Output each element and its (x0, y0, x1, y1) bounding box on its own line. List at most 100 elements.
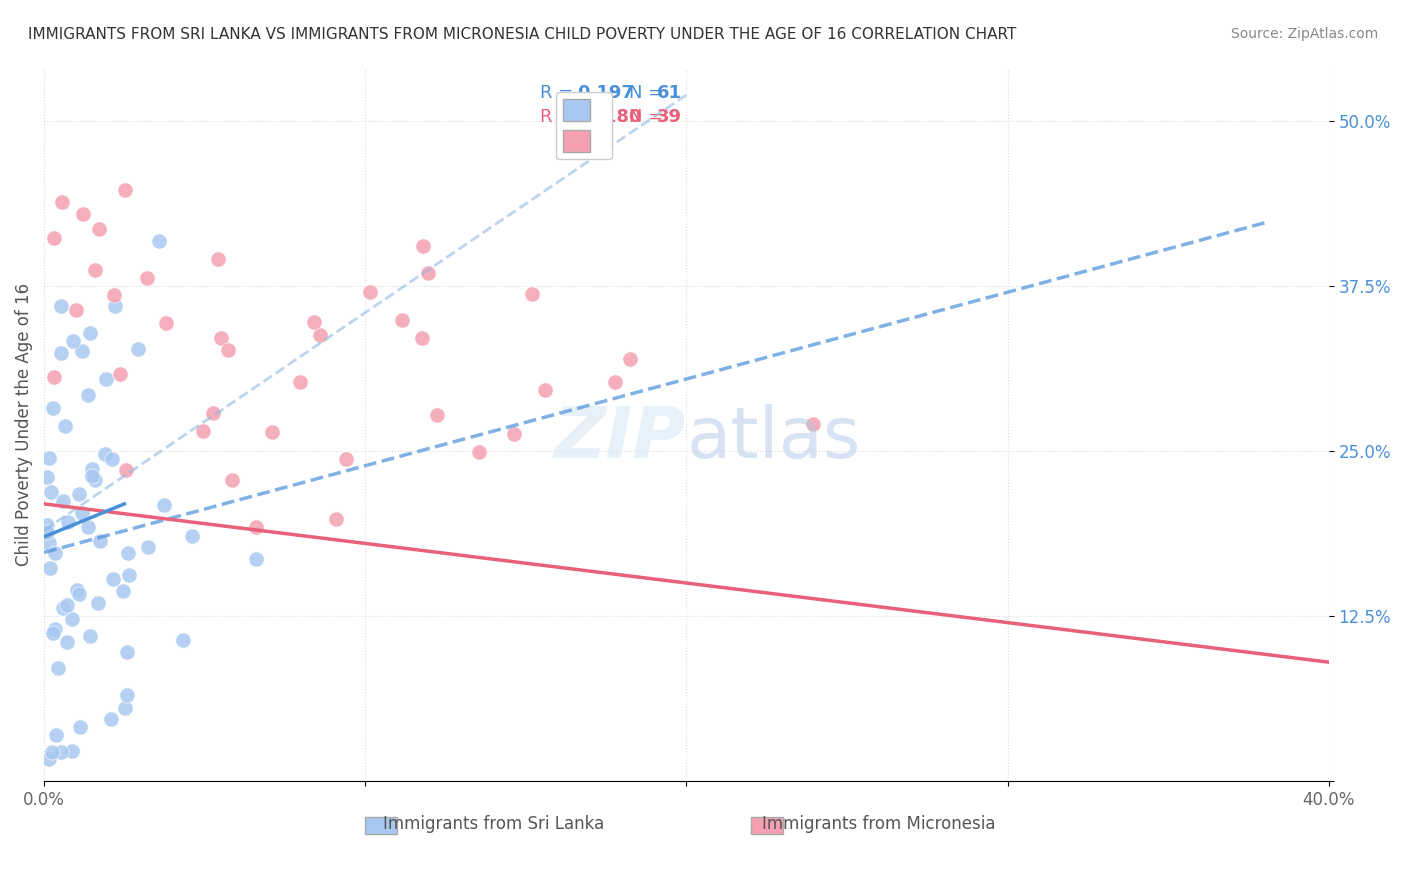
Point (37, 524, 59, 539)
Point (619, 351, 641, 366)
Point (69, 720, 91, 734)
Point (117, 546, 139, 560)
Point (100, 712, 122, 726)
Point (45, 728, 67, 742)
Point (201, 406, 224, 420)
Point (46, 661, 69, 675)
Point (115, 645, 138, 659)
Point (207, 252, 229, 267)
Point (82, 462, 104, 476)
Point (52, 600, 75, 615)
FancyBboxPatch shape (751, 816, 783, 834)
Point (44, 546, 66, 560)
Text: Source: ZipAtlas.com: Source: ZipAtlas.com (1230, 27, 1378, 41)
Text: atlas: atlas (686, 404, 860, 474)
Point (56, 515, 79, 529)
Point (155, 316, 177, 330)
Point (67, 587, 90, 601)
Point (89, 533, 111, 548)
Point (38, 450, 60, 465)
Point (603, 375, 626, 389)
Point (44, 622, 66, 636)
Text: R =: R = (540, 108, 574, 126)
Point (83, 473, 105, 487)
Point (801, 417, 824, 431)
Point (89, 222, 111, 236)
Text: -0.180: -0.180 (578, 108, 641, 126)
Point (65, 302, 87, 317)
Point (41, 745, 63, 759)
Point (114, 182, 136, 196)
Point (53, 419, 76, 434)
Point (42, 401, 65, 415)
Point (72, 343, 94, 358)
Point (108, 367, 131, 381)
Point (217, 343, 239, 357)
Point (77, 388, 100, 402)
Point (87, 596, 110, 610)
Text: ZIP: ZIP (554, 404, 686, 474)
Point (412, 239, 434, 253)
Point (180, 529, 202, 543)
Point (411, 331, 433, 345)
Text: 0.197: 0.197 (578, 85, 634, 103)
Point (468, 444, 491, 458)
Point (118, 567, 141, 582)
Point (60, 612, 83, 626)
Point (79, 629, 101, 643)
Point (325, 512, 347, 526)
Point (136, 540, 159, 554)
Point (55, 634, 77, 648)
Point (304, 315, 326, 329)
Text: IMMIGRANTS FROM SRI LANKA VS IMMIGRANTS FROM MICRONESIA CHILD POVERTY UNDER THE : IMMIGRANTS FROM SRI LANKA VS IMMIGRANTS … (28, 27, 1017, 42)
Point (111, 583, 134, 598)
FancyBboxPatch shape (366, 816, 398, 834)
Text: R =: R = (540, 85, 574, 103)
Point (38, 536, 60, 550)
Point (503, 426, 526, 441)
Point (191, 424, 214, 438)
Legend: , : , (555, 92, 612, 160)
Point (148, 235, 170, 249)
Point (101, 572, 124, 586)
Point (52, 494, 75, 508)
Point (72, 206, 94, 220)
Point (80, 468, 103, 483)
Point (245, 552, 267, 566)
Point (41, 485, 63, 500)
Point (104, 299, 127, 313)
Point (77, 519, 100, 533)
Y-axis label: Child Poverty Under the Age of 16: Child Poverty Under the Age of 16 (15, 283, 32, 566)
Point (94, 371, 117, 385)
Point (49, 745, 72, 759)
Point (135, 271, 157, 285)
Point (67, 486, 90, 500)
Point (42, 370, 65, 384)
Point (359, 285, 381, 299)
Point (153, 498, 176, 512)
Point (114, 701, 136, 715)
Point (260, 425, 283, 439)
Point (42, 231, 65, 245)
Point (308, 327, 330, 342)
Point (51, 299, 73, 313)
Point (221, 473, 243, 487)
Point (103, 287, 125, 301)
Text: Immigrants from Sri Lanka: Immigrants from Sri Lanka (382, 814, 605, 832)
Point (534, 383, 557, 397)
Point (115, 688, 138, 702)
Point (416, 266, 439, 280)
Point (172, 632, 194, 647)
Point (245, 520, 267, 534)
Point (62, 334, 84, 349)
Point (38, 752, 60, 766)
Point (93, 447, 115, 461)
Point (290, 375, 312, 389)
Point (79, 326, 101, 341)
Point (66, 582, 89, 597)
Point (37, 469, 59, 483)
Point (51, 194, 73, 209)
Point (209, 331, 232, 345)
Point (60, 744, 83, 758)
Text: N =: N = (628, 108, 662, 126)
